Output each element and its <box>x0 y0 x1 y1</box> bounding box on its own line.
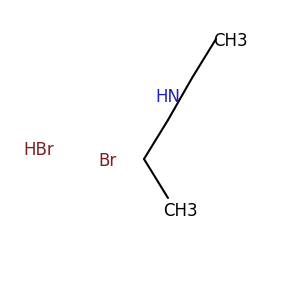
Text: Br: Br <box>99 152 117 169</box>
Text: CH3: CH3 <box>213 32 248 50</box>
Text: CH3: CH3 <box>164 202 198 220</box>
Text: HBr: HBr <box>24 141 54 159</box>
Text: HN: HN <box>155 88 180 106</box>
